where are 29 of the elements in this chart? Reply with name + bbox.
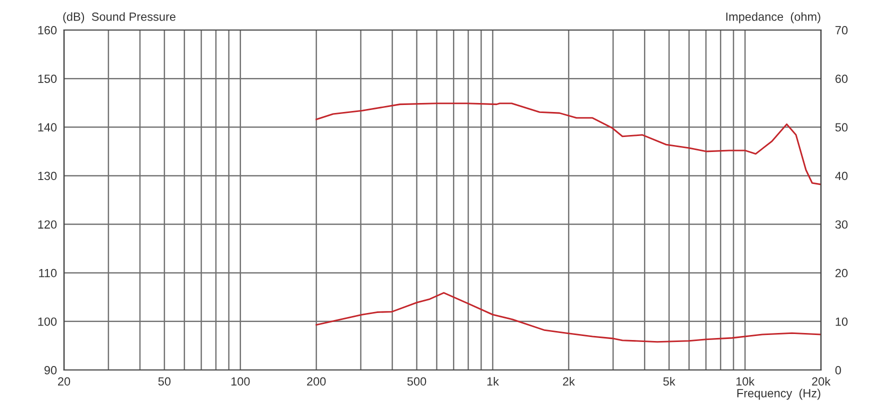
x-tick-label: 500 — [407, 377, 426, 386]
y2-tick-label: 30 — [835, 220, 848, 229]
x-tick-label: 1k — [487, 376, 499, 386]
x-axis-title: Frequency (Hz) — [737, 388, 820, 400]
x-tick-label: 20 — [58, 377, 70, 386]
x-tick-label: 10k — [736, 376, 755, 386]
x-tick-label: 5k — [663, 376, 676, 386]
y-tick-label: 100 — [38, 317, 57, 326]
y2-tick-label: 0 — [835, 366, 841, 374]
y2-tick-label: 10 — [836, 317, 848, 326]
x-tick-label: 50 — [158, 377, 171, 386]
y-axis-title: (dB) Sound Pressure — [63, 12, 176, 24]
x-tick-label: 100 — [231, 377, 250, 386]
x-tick-label: 2k — [563, 376, 575, 386]
y-tick-label: 140 — [38, 123, 57, 132]
y-tick-label: 120 — [38, 220, 57, 229]
y2-tick-label: 60 — [835, 74, 848, 83]
y2-axis-title: Impedance (ohm) — [726, 12, 820, 24]
y-tick-label: 90 — [44, 366, 57, 374]
y2-tick-label: 70 — [835, 26, 848, 34]
y-tick-label: 150 — [38, 74, 57, 83]
y-tick-label: 130 — [38, 172, 57, 180]
y2-tick-label: 50 — [835, 123, 848, 132]
y-tick-label: 160 — [38, 26, 57, 34]
y2-tick-label: 40 — [835, 172, 848, 180]
y-tick-label: 110 — [39, 268, 57, 278]
x-tick-label: 200 — [307, 377, 326, 386]
y2-tick-label: 20 — [835, 268, 848, 278]
x-tick-label: 20k — [812, 376, 831, 386]
